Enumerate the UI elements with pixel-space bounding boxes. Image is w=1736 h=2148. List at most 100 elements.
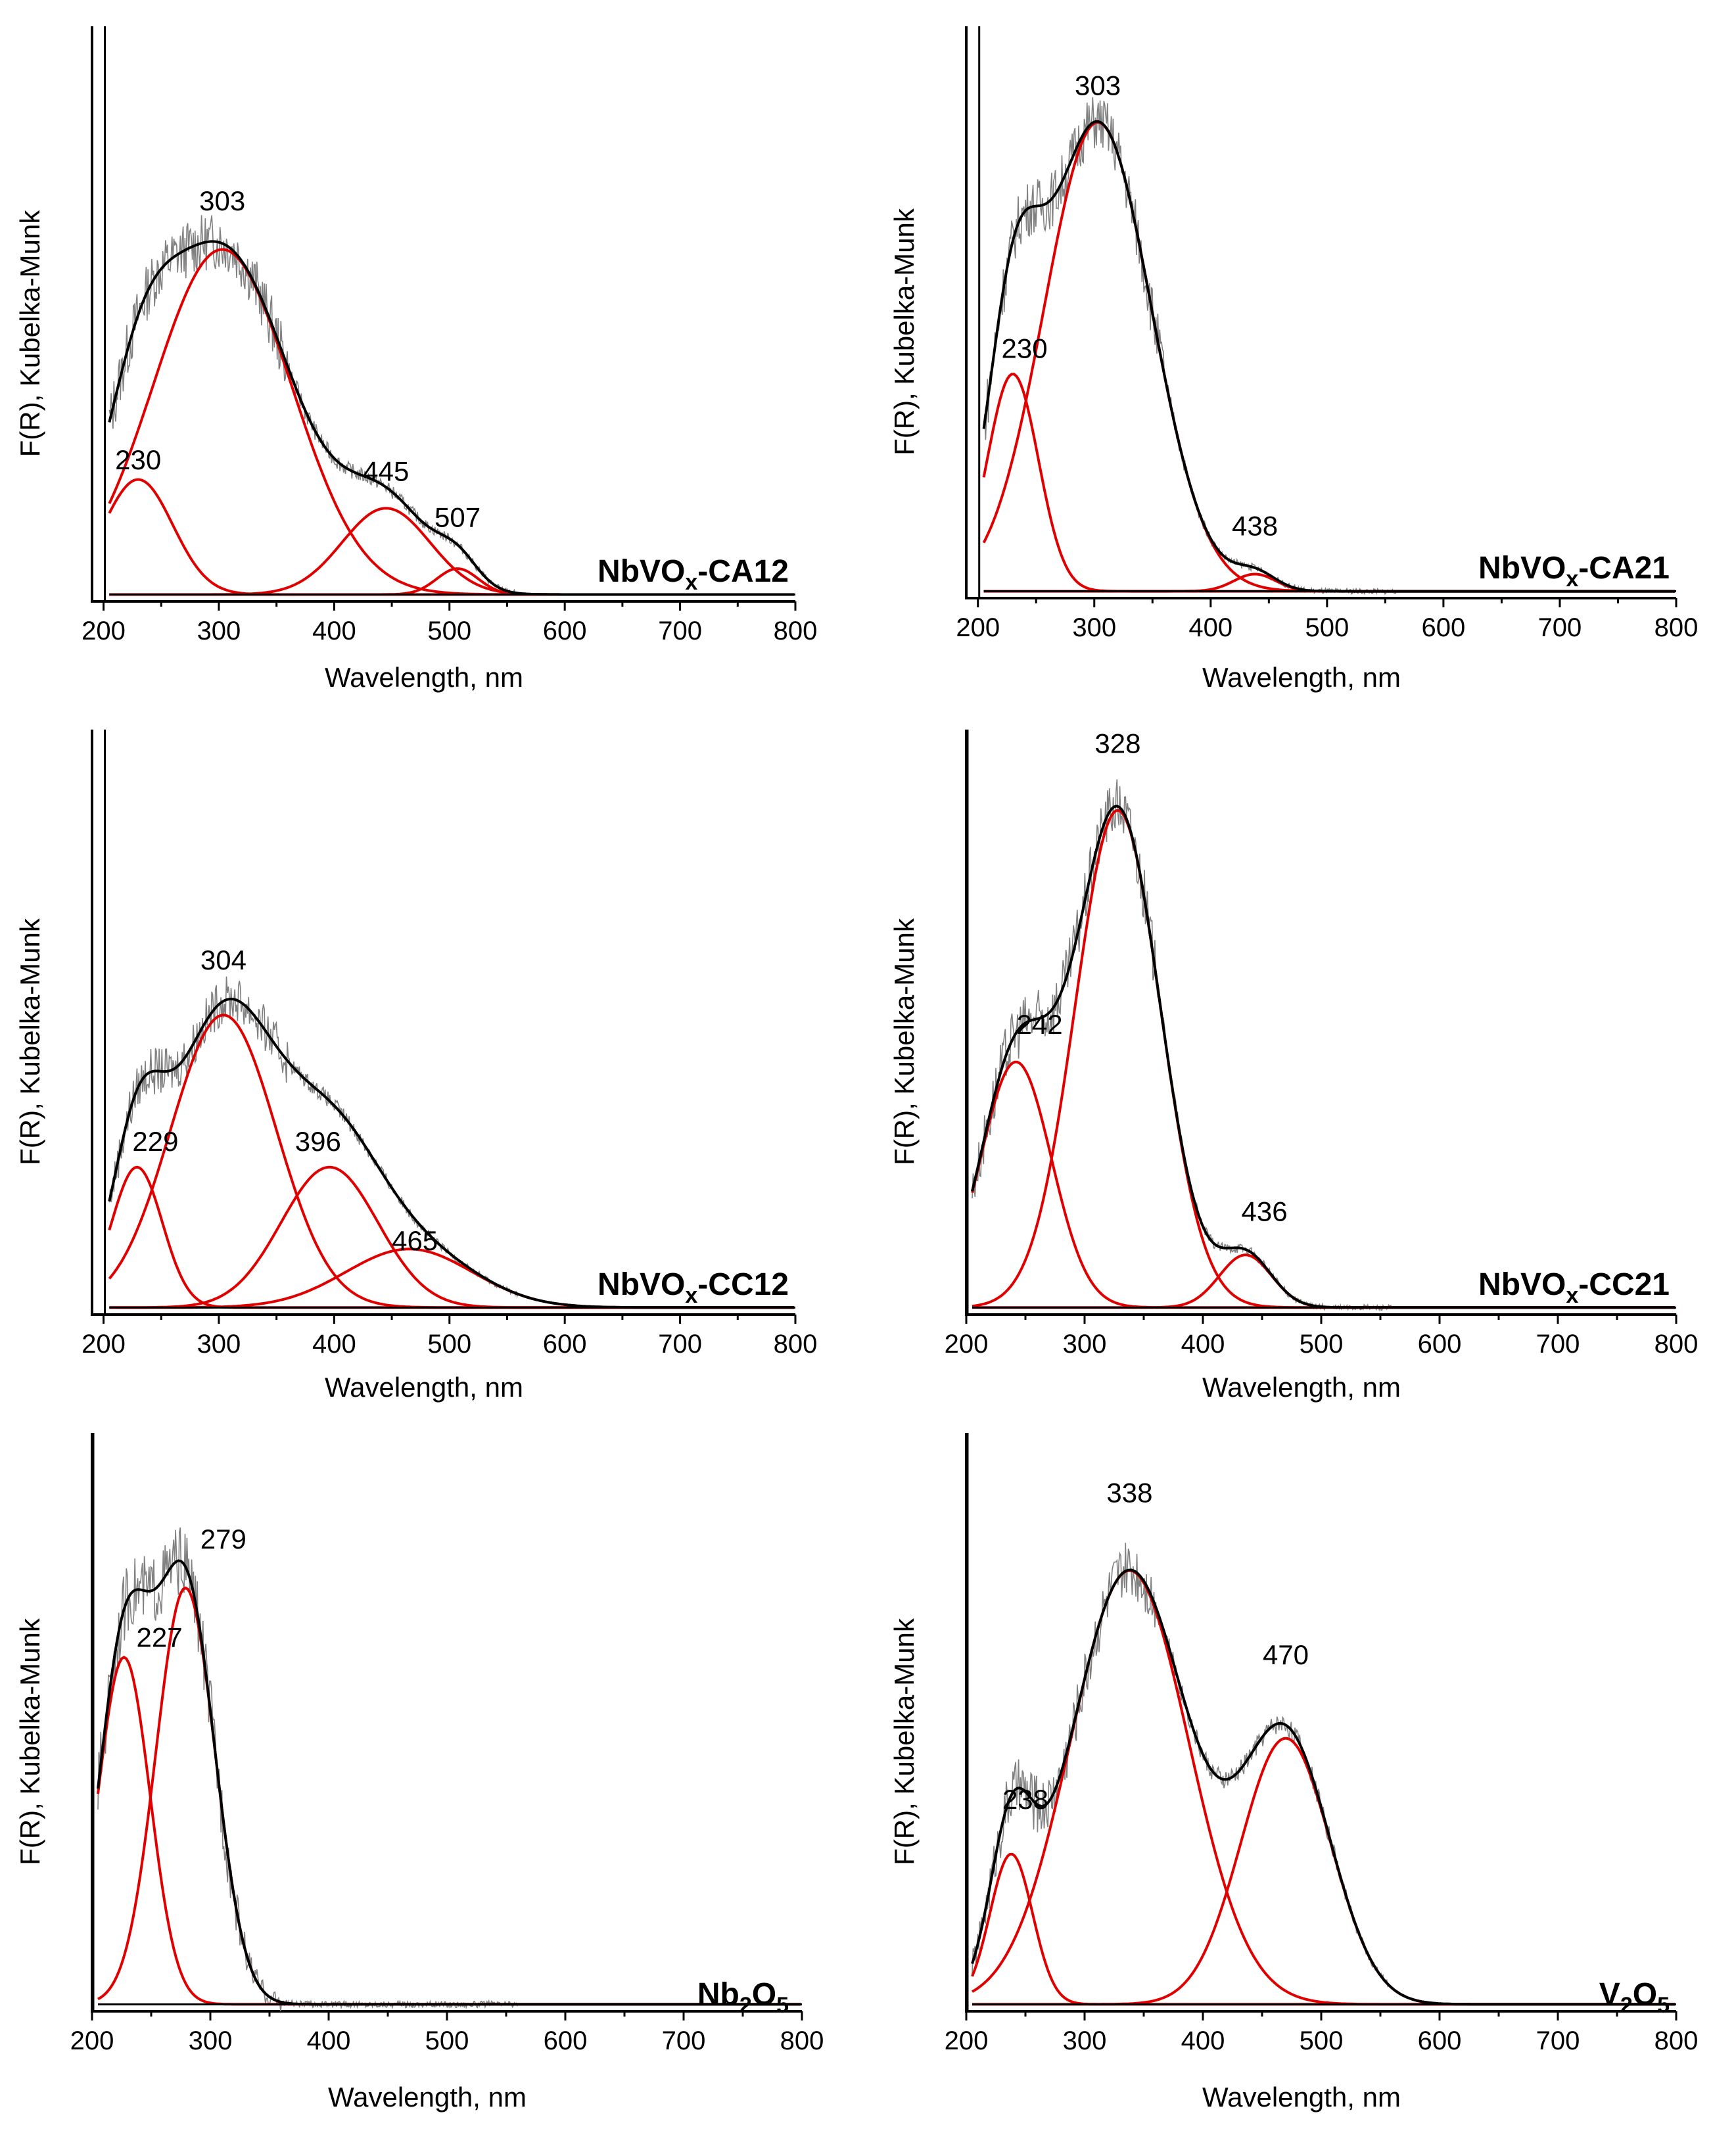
x-tick-label: 500 [427,617,471,645]
gaussian-component [108,1014,795,1309]
x-tick-label: 400 [307,2026,351,2055]
peak-label: 328 [1094,728,1140,759]
x-tick-label: 800 [1654,2026,1699,2055]
x-tick-label: 800 [774,617,818,645]
x-axis-label: Wavelength, nm [325,662,523,693]
x-axis-label: Wavelength, nm [325,1372,523,1403]
peak-label: 465 [392,1225,438,1256]
chart-panel-6: 200 300 400 500 600 700 800 Wavelength, nm F(R),… [889,1433,1698,2113]
x-tick-label: 400 [312,617,356,645]
x-tick-label: 600 [1418,2026,1462,2055]
peak-label: 445 [363,455,409,486]
y-axis-label: F(R), Kubelka-Munk [14,918,45,1165]
x-tick-label: 700 [658,1330,702,1359]
x-tick-label: 300 [1072,613,1116,642]
peak-label: 303 [1075,70,1121,101]
peak-label: 470 [1263,1639,1309,1670]
x-tick-label: 400 [1181,2026,1225,2055]
x-tick-label: 600 [543,1330,587,1359]
peak-label: 229 [132,1126,178,1157]
x-tick-label: 300 [1063,1330,1107,1359]
gaussian-component [982,121,1676,593]
gaussian-component [982,373,1676,593]
x-tick-label: 200 [70,2026,114,2055]
x-tick-label: 700 [1536,2026,1580,2055]
x-tick-label: 300 [197,617,241,645]
x-tick-label: 800 [780,2026,824,2055]
x-tick-label: 600 [1422,613,1466,642]
gaussian-component [97,1656,801,2006]
peak-label: 304 [200,945,246,975]
y-axis-label: F(R), Kubelka-Munk [889,208,920,455]
x-tick-label: 200 [82,1330,126,1359]
x-tick-label: 400 [1181,1330,1225,1359]
x-tick-label: 600 [544,2026,588,2055]
gaussian-component [971,1060,1676,1309]
measured-spectrum [108,215,519,595]
sample-label: NbVOx-CC12 [598,1267,789,1308]
gaussian-component [971,1853,1676,2006]
peak-label: 238 [1002,1784,1048,1815]
x-tick-label: 500 [1300,1330,1344,1359]
fitted-envelope [108,240,795,596]
x-tick-label: 700 [658,617,702,645]
fitted-envelope [982,120,1676,593]
peak-label: 438 [1232,510,1278,541]
x-axis-label: Wavelength, nm [1202,2082,1401,2113]
gaussian-component [971,1569,1676,2006]
x-tick-label: 200 [956,613,1000,642]
fitted-envelope [971,1568,1676,2006]
chart-panel-2: 200 300 400 500 600 700 800 Wavelength, nm F(R),… [889,26,1698,693]
chart-panel-3: 200 300 400 500 600 700 800 Wavelength, nm F(R),… [14,730,817,1403]
sample-label: NbVOx-CA12 [598,554,789,595]
peak-label: 230 [115,444,161,475]
x-tick-label: 500 [427,1330,471,1359]
x-tick-label: 500 [1300,2026,1344,2055]
peak-label: 230 [1001,333,1047,364]
x-axis-label: Wavelength, nm [328,2082,527,2113]
sample-label: V2O5 [1599,1977,1670,2018]
x-tick-label: 400 [1188,613,1232,642]
x-tick-label: 200 [945,2026,989,2055]
x-tick-label: 300 [1063,2026,1107,2055]
chart-panel-1: 200 300 400 500 600 700 800 Wavelength, nm F(R),… [14,26,817,693]
peak-label: 227 [137,1622,183,1653]
peak-label: 338 [1106,1478,1152,1508]
x-tick-label: 600 [543,617,587,645]
fitted-envelope [971,805,1676,1309]
x-tick-label: 500 [1305,613,1349,642]
x-tick-label: 700 [1536,1330,1580,1359]
measured-spectrum [97,1527,518,2011]
x-tick-label: 500 [425,2026,469,2055]
sample-label: Nb2O5 [697,1977,789,2018]
x-tick-label: 700 [1538,613,1582,642]
peak-label: 507 [434,502,481,532]
x-tick-label: 600 [1418,1330,1462,1359]
x-tick-label: 400 [312,1330,356,1359]
sample-label: NbVOx-CC21 [1478,1267,1670,1308]
x-tick-label: 300 [189,2026,233,2055]
y-axis-label: F(R), Kubelka-Munk [14,1618,45,1865]
chart-panel-5: 200 300 400 500 600 700 800 Wavelength, nm F(R),… [14,1433,824,2113]
x-tick-label: 200 [945,1330,989,1359]
x-tick-label: 700 [662,2026,706,2055]
gaussian-component [972,1737,1676,2006]
y-axis-label: F(R), Kubelka-Munk [889,918,920,1165]
x-tick-label: 300 [197,1330,241,1359]
x-tick-label: 800 [774,1330,818,1359]
y-axis-label: F(R), Kubelka-Munk [14,210,45,457]
x-tick-label: 800 [1654,613,1699,642]
gaussian-component [972,809,1676,1309]
sample-label: NbVOx-CA21 [1478,551,1670,592]
peak-label: 436 [1242,1196,1288,1227]
chart-panel-4: 200 300 400 500 600 700 800 Wavelength, nm F(R),… [889,728,1698,1403]
peak-label: 396 [295,1126,341,1157]
x-axis-label: Wavelength, nm [1202,662,1401,693]
x-axis-label: Wavelength, nm [1202,1372,1401,1403]
x-tick-label: 800 [1654,1330,1699,1359]
peak-label: 242 [1017,1009,1063,1040]
y-axis-label: F(R), Kubelka-Munk [889,1618,920,1865]
peak-label: 279 [200,1524,246,1554]
peak-label: 303 [199,185,245,216]
